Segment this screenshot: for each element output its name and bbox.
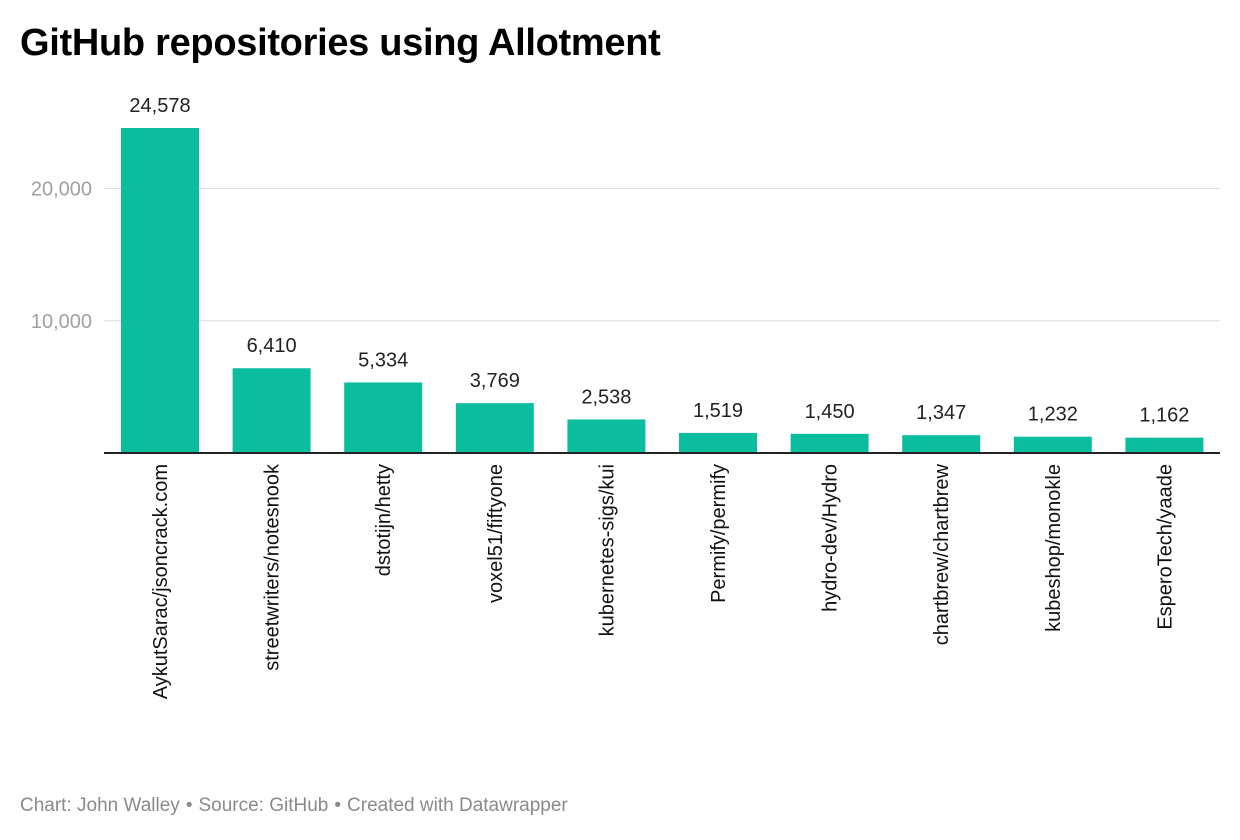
bar: [1125, 437, 1204, 453]
bar: [455, 403, 534, 453]
x-category-label: streetwriters/notesnook: [262, 463, 284, 671]
x-category-label: chartbrew/chartbrew: [931, 463, 953, 645]
x-category-label: kubernetes-sigs/kui: [596, 464, 618, 636]
bar-value-label: 5,334: [358, 349, 408, 371]
bar-value-label: 1,162: [1139, 405, 1189, 427]
footer-separator: •: [185, 795, 193, 816]
x-category-label: hydro-dev/Hydro: [820, 464, 842, 612]
chart-footer: Chart: John Walley • Source: GitHub • Create…: [20, 795, 568, 817]
footer-chart-by: Chart: John Walley: [20, 795, 180, 816]
bar: [121, 128, 199, 453]
y-tick-label: 20,000: [31, 179, 92, 201]
bar: [902, 435, 981, 453]
bar-value-label: 1,450: [805, 401, 855, 423]
x-category-label: Permify/permify: [708, 464, 730, 603]
y-tick-label: 10,000: [31, 311, 92, 333]
bar: [344, 382, 423, 453]
footer-created-with: Created with Datawrapper: [347, 795, 568, 816]
bar-value-label: 24,578: [129, 95, 190, 117]
gridlines: [104, 187, 1220, 322]
bar-value-label: 1,347: [916, 402, 966, 424]
bar-value-label: 2,538: [581, 386, 631, 408]
bar-value-label: 1,232: [1028, 404, 1078, 426]
bar-value-label: 3,769: [470, 370, 520, 392]
bar-value-label: 6,410: [247, 335, 297, 357]
value-labels: 24,578 6,410 5,334 3,769 2,538 1,519 1,450 1,34…: [129, 95, 1189, 427]
bar-chart: 10,000 20,000 24,578 6,410 5,334 3,769 2,538 1…: [31, 95, 1220, 699]
bar: [790, 433, 869, 453]
x-category-label: voxel51/fiftyone: [485, 464, 507, 603]
bar: [679, 432, 757, 453]
bars: [121, 128, 1204, 453]
bar: [1013, 436, 1092, 453]
footer-separator: •: [334, 795, 342, 816]
bar-value-label: 1,519: [693, 400, 743, 422]
y-axis-ticks: 10,000 20,000: [31, 179, 92, 333]
bar: [567, 419, 646, 453]
footer-source: Source: GitHub: [198, 795, 329, 816]
x-category-label: EsperoTech/yaade: [1154, 464, 1176, 630]
x-category-label: AykutSarac/jsoncrack.com: [150, 464, 172, 699]
x-category-label: dstotijn/hetty: [373, 464, 395, 576]
x-axis-labels: AykutSarac/jsoncrack.com streetwriters/no…: [150, 463, 1176, 699]
x-category-label: kubeshop/monokle: [1043, 464, 1065, 632]
bar: [232, 368, 311, 453]
chart-title: GitHub repositories using Allotment: [20, 22, 661, 64]
